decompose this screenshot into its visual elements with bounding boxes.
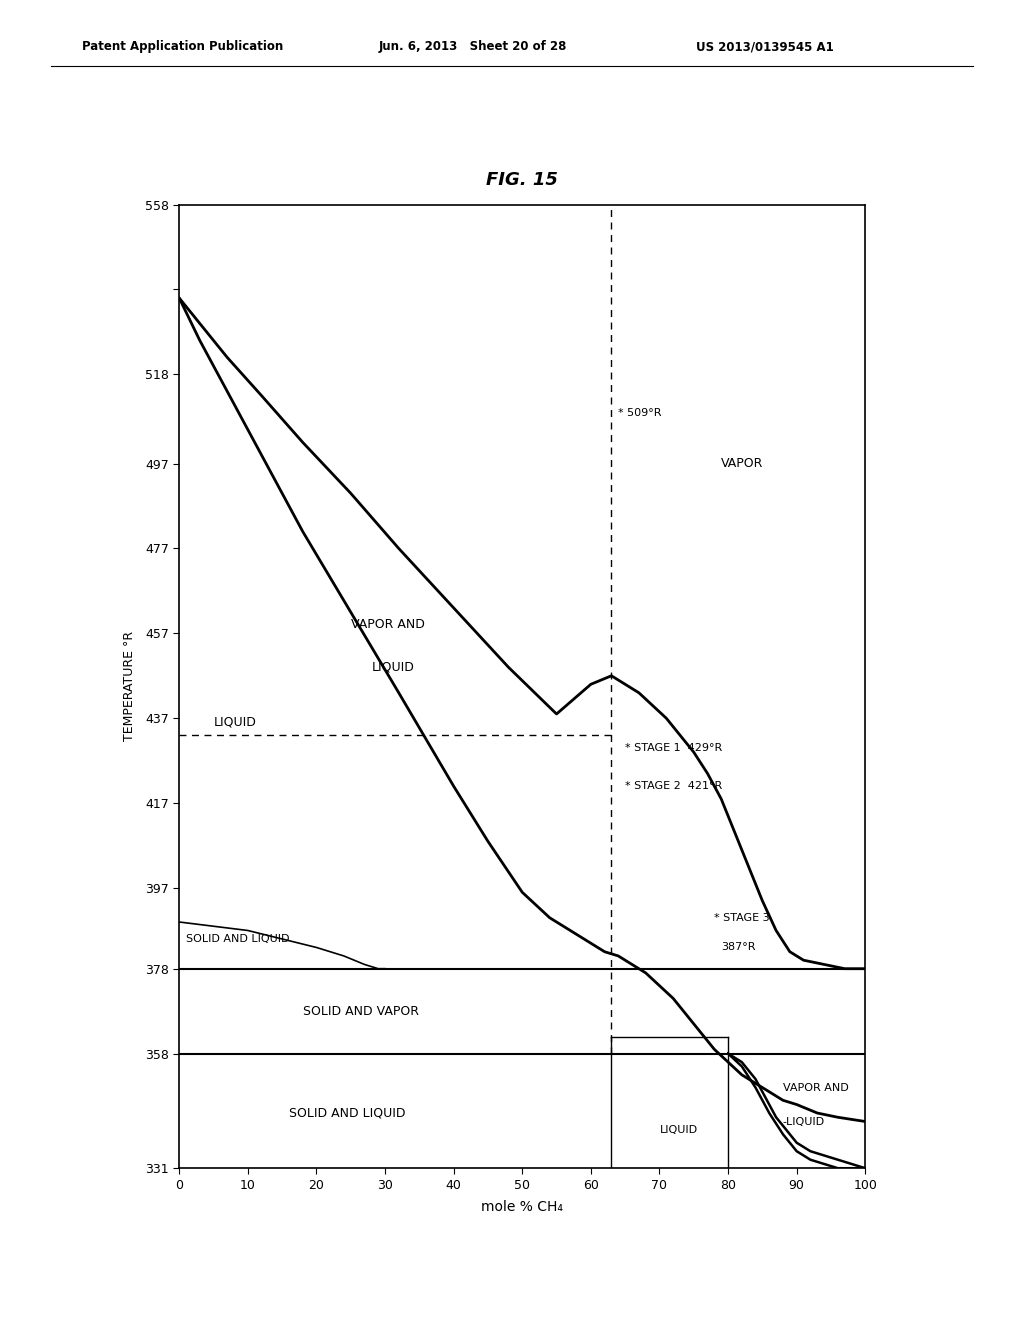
Text: 387°R: 387°R	[721, 942, 756, 953]
Text: * STAGE 1  429°R: * STAGE 1 429°R	[625, 743, 722, 752]
Text: Patent Application Publication: Patent Application Publication	[82, 40, 284, 53]
Y-axis label: TEMPERATURE °R: TEMPERATURE °R	[124, 631, 136, 742]
Text: SOLID AND LIQUID: SOLID AND LIQUID	[289, 1106, 406, 1119]
Text: US 2013/0139545 A1: US 2013/0139545 A1	[696, 40, 835, 53]
Text: LIQUID: LIQUID	[213, 715, 256, 729]
Text: LIQUID: LIQUID	[659, 1125, 697, 1135]
Text: Jun. 6, 2013   Sheet 20 of 28: Jun. 6, 2013 Sheet 20 of 28	[379, 40, 567, 53]
X-axis label: mole % CH₄: mole % CH₄	[481, 1200, 563, 1214]
Text: VAPOR AND: VAPOR AND	[350, 618, 425, 631]
Text: * STAGE 2  421°R: * STAGE 2 421°R	[625, 781, 722, 791]
Text: VAPOR AND: VAPOR AND	[783, 1082, 849, 1093]
Text: SOLID AND LIQUID: SOLID AND LIQUID	[186, 935, 290, 944]
Text: * STAGE 3: * STAGE 3	[715, 912, 770, 923]
Title: FIG. 15: FIG. 15	[486, 172, 558, 189]
Text: SOLID AND VAPOR: SOLID AND VAPOR	[303, 1005, 419, 1018]
Text: VAPOR: VAPOR	[721, 457, 764, 470]
Text: -LIQUID: -LIQUID	[783, 1117, 825, 1126]
Text: * 509°R: * 509°R	[618, 408, 662, 417]
Text: LIQUID: LIQUID	[372, 661, 414, 673]
